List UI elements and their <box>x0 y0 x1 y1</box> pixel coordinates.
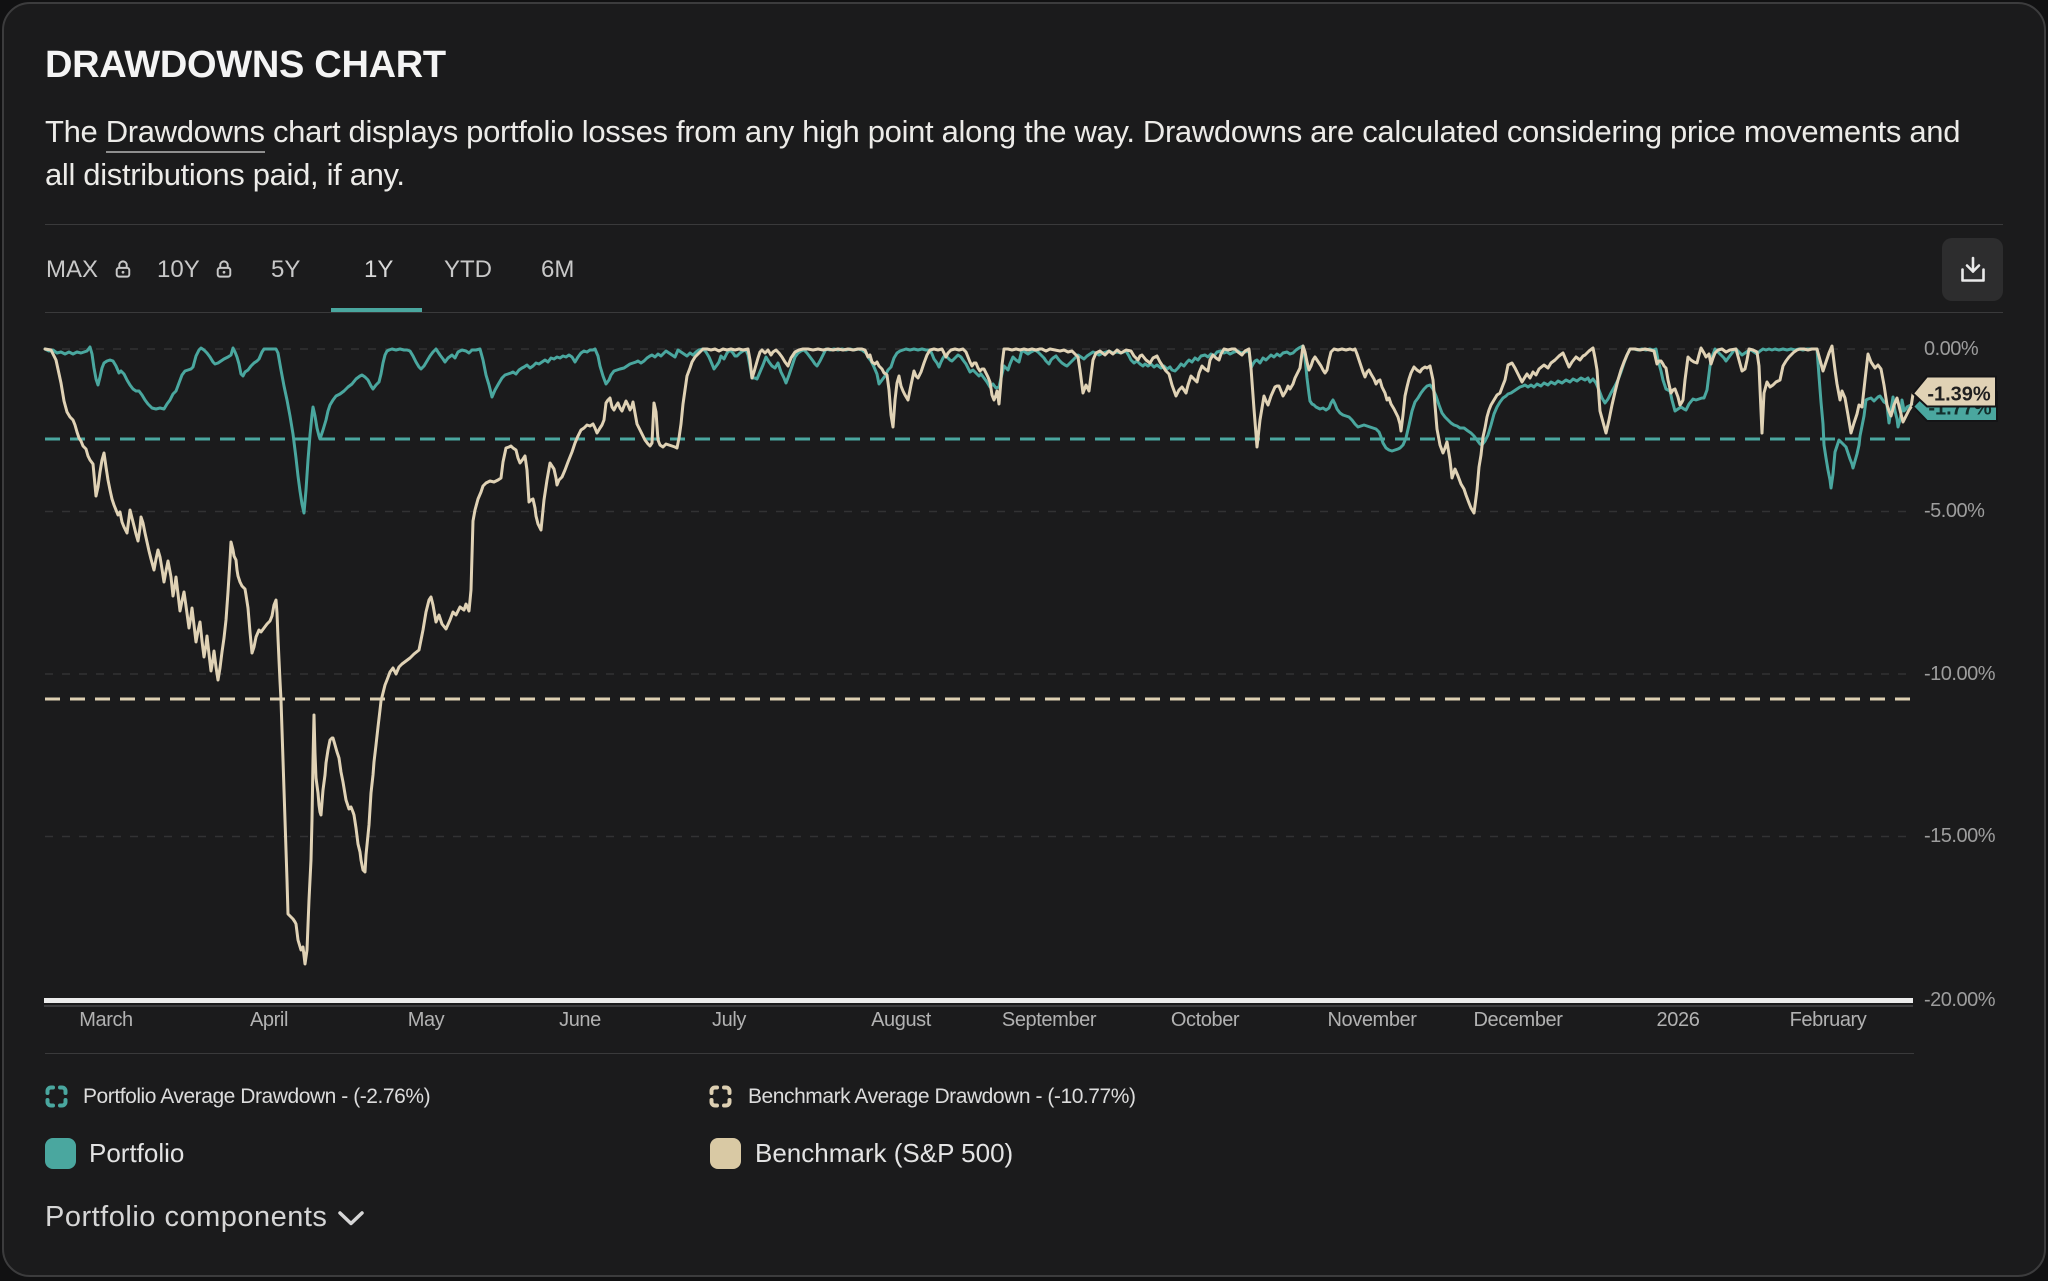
svg-text:-1.39%: -1.39% <box>1927 384 1991 406</box>
